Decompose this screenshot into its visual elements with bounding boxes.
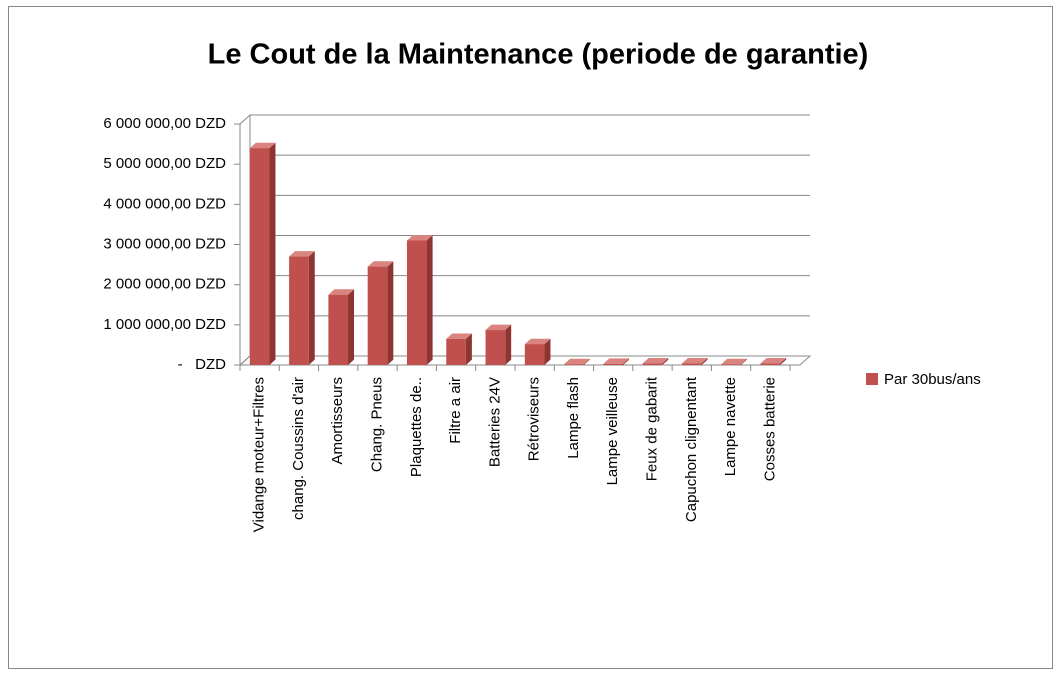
x-tick-label: Chang. Pneus — [368, 377, 385, 472]
bar — [289, 256, 309, 365]
bar-side — [544, 338, 551, 365]
y-tick-label: 3 000 000,00 DZD — [103, 235, 226, 252]
bar — [642, 363, 663, 365]
y-tick-label: 5 000 000,00 DZD — [103, 155, 226, 172]
bar-side — [465, 333, 472, 365]
x-tick-label: Batteries 24V — [486, 377, 503, 467]
bar — [681, 363, 702, 365]
x-tick-label: Filtre a air — [447, 377, 464, 444]
bar-side — [780, 357, 787, 365]
bar-top — [603, 358, 630, 364]
bar — [485, 330, 506, 365]
y-tick-label: 2 000 000,00 DZD — [103, 276, 226, 293]
x-tick-label: Cosses batterie — [761, 377, 778, 481]
x-tick-label: Feux de gabarit — [643, 376, 660, 481]
y-tick-label: - DZD — [178, 356, 226, 373]
chart-border — [8, 6, 1053, 669]
bar — [406, 240, 427, 365]
bar-side — [269, 142, 276, 365]
x-tick-label: Amortisseurs — [329, 377, 346, 465]
bar-side — [308, 251, 315, 365]
x-tick-label: Plaquettes de.. — [408, 377, 425, 477]
bar-top — [446, 333, 472, 339]
bar-top — [721, 358, 747, 365]
bar-top — [289, 251, 315, 257]
bar-top — [524, 338, 551, 345]
x-tick-label: Vidange moteur+Filtres — [251, 377, 268, 532]
bar-side — [662, 357, 669, 365]
bar — [524, 344, 545, 365]
bar-top — [681, 357, 708, 364]
legend-label: Par 30bus/ans — [884, 371, 981, 388]
y-tick-label: 4 000 000,00 DZD — [103, 195, 226, 212]
bar-top — [564, 358, 590, 365]
y-tick-label: 1 000 000,00 DZD — [103, 316, 226, 333]
bar — [328, 294, 349, 365]
bar-side — [740, 358, 747, 365]
bar — [603, 363, 624, 365]
legend-swatch — [866, 373, 878, 385]
x-tick-label: Lampe navette — [722, 377, 739, 476]
x-tick-label: chang. Coussins d'air — [290, 377, 307, 520]
bar-side — [583, 358, 590, 365]
bar-top — [406, 235, 433, 241]
bar-top — [760, 357, 787, 364]
bar — [721, 364, 741, 365]
y-tick-label: 6 000 000,00 DZD — [103, 115, 226, 132]
x-tick-label: Rétroviseurs — [526, 377, 543, 461]
bar-side — [387, 261, 394, 365]
bar — [564, 364, 584, 365]
bar-top — [485, 324, 512, 331]
bar — [446, 338, 466, 365]
bar-side — [348, 289, 355, 365]
bar — [760, 363, 781, 365]
bar-side — [505, 324, 512, 365]
x-tick-label: Lampe flash — [565, 377, 582, 459]
bar-side — [623, 358, 630, 365]
bar — [249, 148, 270, 365]
bar-top — [642, 357, 669, 364]
x-tick-label: Lampe veilleuse — [604, 377, 621, 485]
bar-top — [367, 261, 394, 267]
bar-top — [249, 142, 276, 149]
bar — [367, 266, 388, 365]
bar-side — [426, 235, 433, 365]
x-tick-label: Capuchon clignentant — [683, 376, 700, 522]
chart-title: Le Cout de la Maintenance (periode de ga… — [208, 39, 869, 71]
bar-top — [328, 289, 355, 295]
bar-side — [701, 357, 708, 365]
